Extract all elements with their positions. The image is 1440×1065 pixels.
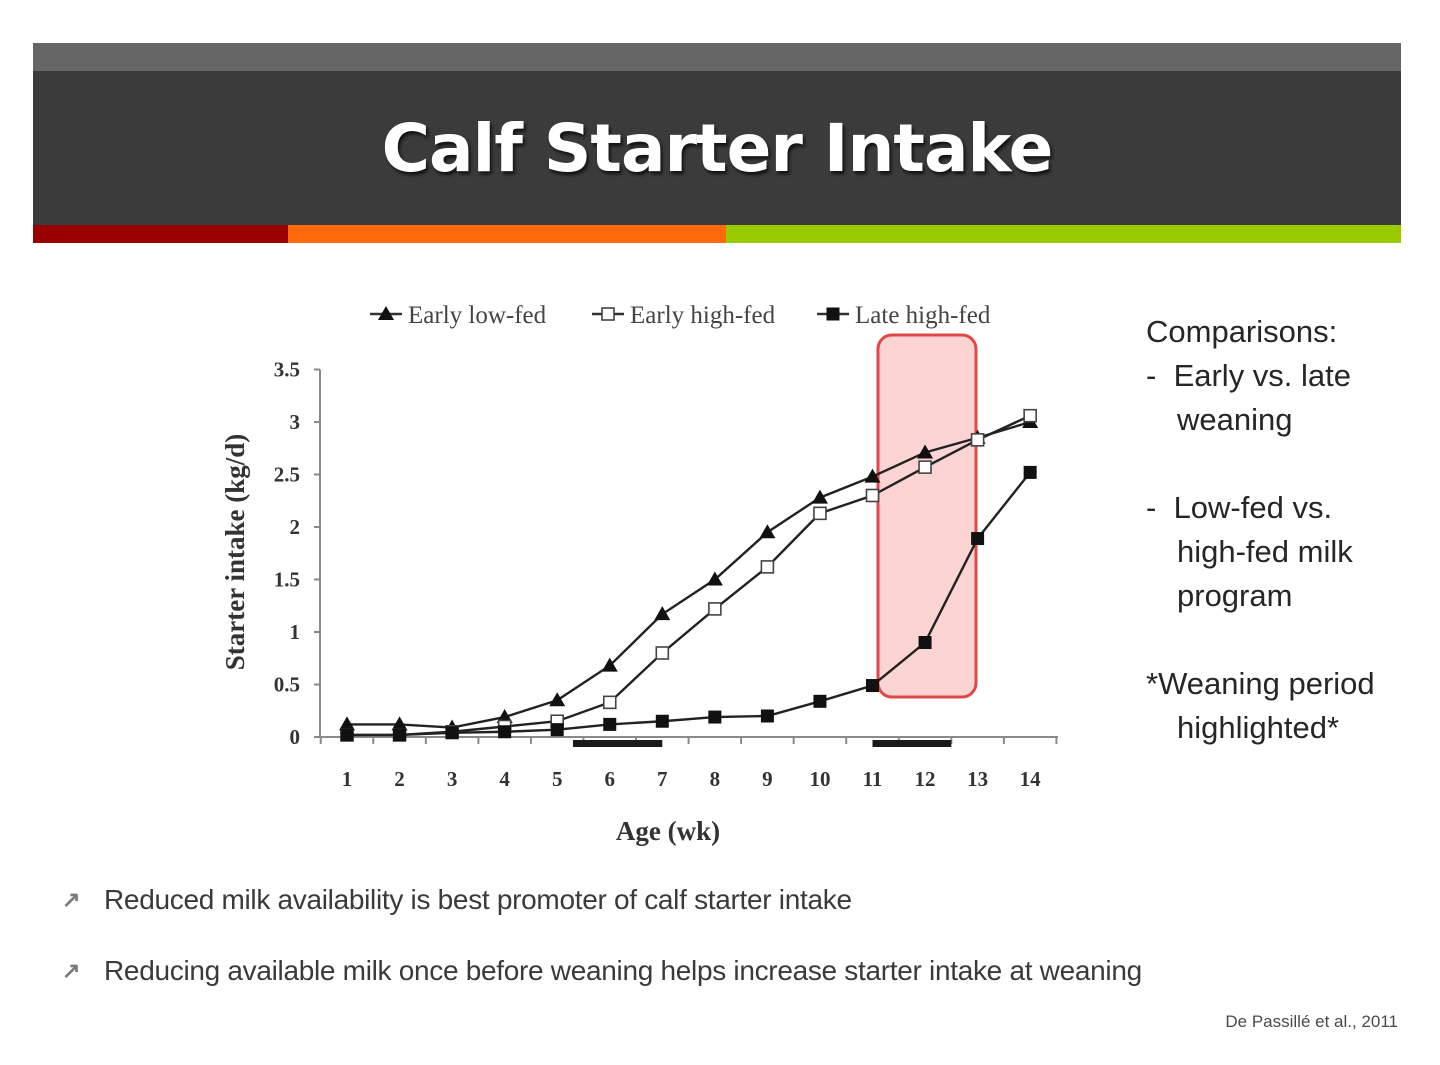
x-tick-label: 9 bbox=[762, 767, 773, 791]
comparison-item-1-cont: weaning bbox=[1177, 402, 1293, 437]
weaning-note-cont: highlighted* bbox=[1177, 710, 1340, 745]
header-top-band bbox=[33, 43, 1401, 71]
bullet-text: Reducing available milk once before wean… bbox=[104, 955, 1142, 986]
x-tick-label: 1 bbox=[342, 767, 353, 791]
y-axis-label: Starter intake (kg/d) bbox=[220, 434, 250, 671]
stripe-green bbox=[726, 225, 1401, 243]
weaning-note: *Weaning period bbox=[1146, 666, 1375, 701]
y-tick-label: 0.5 bbox=[274, 673, 300, 697]
legend-label: Late high-fed bbox=[855, 302, 991, 329]
y-tick-label: 0 bbox=[290, 725, 301, 749]
comparison-item-2: - Low-fed vs. bbox=[1146, 490, 1333, 525]
comparisons-heading: Comparisons: bbox=[1146, 314, 1338, 349]
bullet-text: Reduced milk availability is best promot… bbox=[104, 884, 852, 915]
weaning-period-bar bbox=[572, 740, 663, 747]
x-tick-label: 12 bbox=[915, 767, 936, 791]
x-tick-label: 10 bbox=[809, 767, 830, 791]
x-tick-label: 3 bbox=[447, 767, 458, 791]
comparison-item-2-cont: high-fed milk bbox=[1177, 534, 1353, 569]
comparisons-notes: Comparisons: - Early vs. late weaning - … bbox=[1146, 310, 1436, 750]
x-tick-label: 4 bbox=[499, 767, 510, 791]
weaning-period-bar bbox=[872, 740, 952, 747]
arrow-up-right-icon: ↗ bbox=[62, 958, 81, 983]
bullet-item: ↗ Reducing available milk once before we… bbox=[62, 949, 1422, 993]
citation: De Passillé et al., 2011 bbox=[1225, 1012, 1398, 1031]
y-tick-label: 2 bbox=[290, 515, 301, 539]
x-tick-label: 2 bbox=[394, 767, 405, 791]
bullet-item: ↗ Reduced milk availability is best prom… bbox=[62, 878, 1422, 922]
legend-label: Early low-fed bbox=[408, 302, 547, 329]
y-tick-label: 1 bbox=[290, 620, 301, 644]
y-tick-label: 2.5 bbox=[274, 463, 300, 487]
x-axis-label: Age (wk) bbox=[616, 816, 720, 846]
series-late-high-fed bbox=[340, 465, 1037, 742]
slide-title: Calf Starter Intake bbox=[381, 109, 1054, 187]
x-tick-label: 7 bbox=[657, 767, 668, 791]
legend-label: Early high-fed bbox=[630, 302, 776, 329]
stripe-orange bbox=[288, 225, 726, 243]
x-tick-label: 8 bbox=[710, 767, 721, 791]
stripe-red bbox=[33, 225, 288, 243]
x-tick-label: 11 bbox=[863, 767, 883, 791]
x-tick-label: 13 bbox=[967, 767, 988, 791]
weaning-highlight-box bbox=[876, 333, 978, 699]
bullet-list: ↗ Reduced milk availability is best prom… bbox=[62, 878, 1422, 1020]
comparison-item-1: - Early vs. late bbox=[1146, 358, 1352, 393]
header-main-band bbox=[33, 71, 1401, 225]
header-color-stripe bbox=[33, 225, 1401, 243]
y-tick-label: 3 bbox=[290, 410, 301, 434]
x-tick-label: 5 bbox=[552, 767, 563, 791]
chart-legend: Early low-fed Early high-fed Late high-fed bbox=[370, 302, 991, 329]
y-tick-label: 3.5 bbox=[274, 358, 300, 382]
y-tick-label: 1.5 bbox=[274, 568, 300, 592]
slide-header: Calf Starter Intake bbox=[33, 43, 1401, 243]
starter-intake-chart: 0 0.5 1 1.5 2 2.5 3 3.5 1 2 3 4 5 6 7 8 9 10 11 12 13 14 Age (… bbox=[200, 290, 1080, 860]
comparison-item-2-cont2: program bbox=[1177, 578, 1293, 613]
x-tick-label: 14 bbox=[1020, 767, 1042, 791]
x-tick-label: 6 bbox=[605, 767, 616, 791]
arrow-up-right-icon: ↗ bbox=[62, 887, 81, 912]
